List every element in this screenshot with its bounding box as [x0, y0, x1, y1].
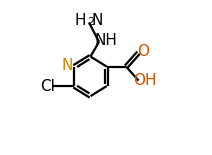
Text: N: N — [92, 13, 103, 28]
Text: 2: 2 — [87, 17, 95, 27]
Text: OH: OH — [133, 73, 157, 88]
Text: H: H — [75, 13, 86, 28]
Text: Cl: Cl — [40, 79, 54, 93]
Text: O: O — [138, 44, 149, 59]
Text: NH: NH — [95, 33, 117, 48]
Text: N: N — [61, 58, 73, 73]
